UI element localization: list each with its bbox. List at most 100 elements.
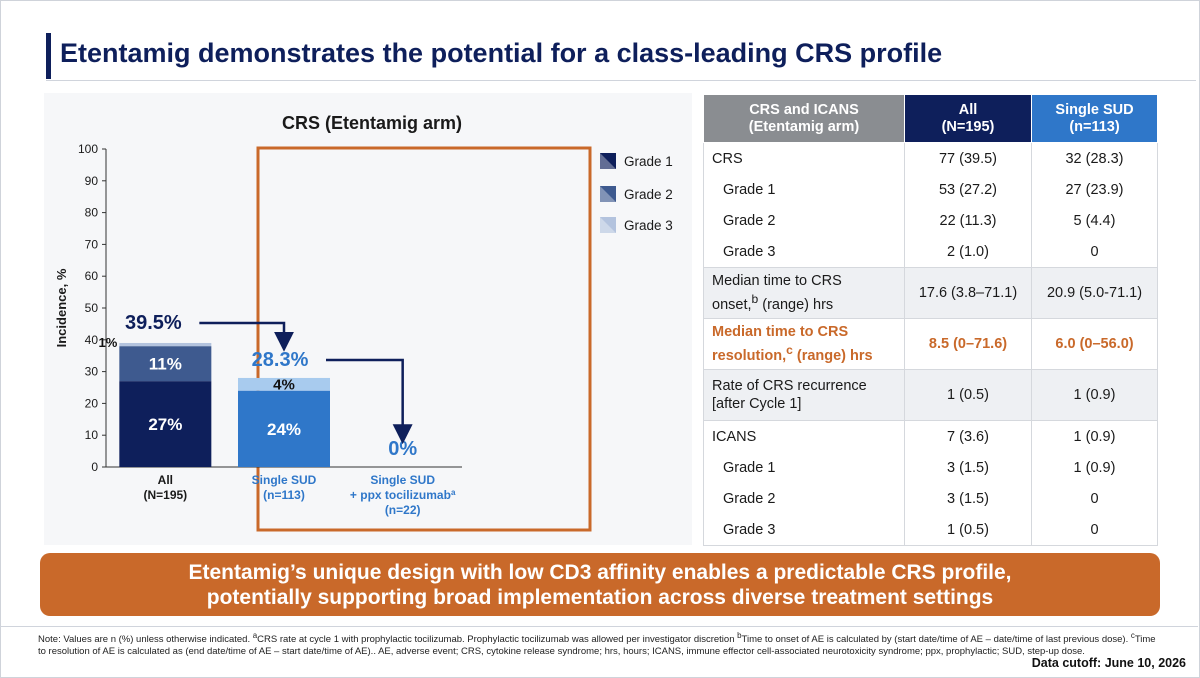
x-category-label-line2: + ppx tocilizumaba xyxy=(350,488,456,503)
bar-value-label: 24% xyxy=(267,420,301,439)
cell-single: 0 xyxy=(1031,483,1158,514)
row-label: Grade 2 xyxy=(703,483,905,514)
row-label: Rate of CRS recurrence [after Cycle 1] xyxy=(703,369,905,421)
cell-single: 20.9 (5.0-71.1) xyxy=(1031,267,1158,319)
table-row-crs-grade3: Grade 3 2 (1.0) 0 xyxy=(703,236,1158,268)
table-row-resolution: Median time to CRS resolution,c (range) h… xyxy=(703,318,1158,370)
x-category-n: (n=22) xyxy=(385,503,421,517)
bar-segment-grade-2 xyxy=(119,346,212,382)
bar-segment-grade-3 xyxy=(238,377,330,391)
legend-label: Grade 3 xyxy=(624,218,673,233)
cell-single: 1 (0.9) xyxy=(1031,420,1158,452)
legend-swatch xyxy=(600,186,616,202)
cell-single: 0 xyxy=(1031,514,1158,546)
chart-title: CRS (Etentamig arm) xyxy=(282,113,462,133)
row-label: ICANS xyxy=(703,420,905,452)
y-tick-label: 80 xyxy=(85,206,99,220)
x-category-n: (n=113) xyxy=(263,488,305,502)
bar-segment-grade-3 xyxy=(119,342,212,347)
data-cutoff: Data cutoff: June 10, 2026 xyxy=(1031,656,1186,670)
bar-total-label: 39.5% xyxy=(125,312,182,334)
table-row-crs: CRS 77 (39.5) 32 (28.3) xyxy=(703,142,1158,174)
cell-all: 22 (11.3) xyxy=(904,205,1032,236)
title-accent-bar xyxy=(46,33,51,79)
x-category-label: Single SUD xyxy=(370,473,435,487)
y-tick-label: 50 xyxy=(85,301,99,315)
row-label: Grade 3 xyxy=(703,514,905,546)
table-row-crs-grade2: Grade 2 22 (11.3) 5 (4.4) xyxy=(703,205,1158,236)
y-tick-label: 90 xyxy=(85,174,99,188)
x-category-label: Single SUD xyxy=(252,473,317,487)
cell-all: 1 (0.5) xyxy=(904,369,1032,421)
cell-single: 1 (0.9) xyxy=(1031,452,1158,483)
cell-all: 1 (0.5) xyxy=(904,514,1032,546)
row-label: Median time to CRS onset,b (range) hrs xyxy=(703,267,905,319)
y-tick-label: 60 xyxy=(85,269,99,283)
cell-all: 8.5 (0–71.6) xyxy=(904,318,1032,370)
bar-value-label: 27% xyxy=(148,415,182,434)
slide-title: Etentamig demonstrates the potential for… xyxy=(60,38,943,68)
highlight-box xyxy=(256,146,592,532)
row-label: Grade 1 xyxy=(703,174,905,205)
bar-segment-grade-1 xyxy=(238,390,330,467)
table-row-icans: ICANS 7 (3.6) 1 (0.9) xyxy=(703,420,1158,452)
bar-total-label: 0% xyxy=(388,438,417,460)
legend-swatch xyxy=(600,153,616,169)
y-tick-label: 30 xyxy=(85,365,99,379)
cell-single: 32 (28.3) xyxy=(1031,142,1158,174)
header-category: CRS and ICANS (Etentamig arm) xyxy=(703,94,905,143)
banner-line-1: Etentamig’s unique design with low CD3 a… xyxy=(188,561,1012,584)
row-label: Grade 1 xyxy=(703,452,905,483)
header-single-sud: Single SUD (n=113) xyxy=(1031,94,1158,143)
cell-all: 77 (39.5) xyxy=(904,142,1032,174)
table-row-icans-grade2: Grade 2 3 (1.5) 0 xyxy=(703,483,1158,514)
x-category-label: All xyxy=(158,473,173,487)
cell-single: 5 (4.4) xyxy=(1031,205,1158,236)
key-message-banner: Etentamig’s unique design with low CD3 a… xyxy=(40,553,1160,616)
crs-icans-table: CRS and ICANS (Etentamig arm) All (N=195) … xyxy=(703,94,1158,546)
y-tick-label: 20 xyxy=(85,396,99,410)
row-label: CRS xyxy=(703,142,905,174)
table-header-row: CRS and ICANS (Etentamig arm) All (N=195) … xyxy=(703,94,1158,143)
legend-swatch-shade xyxy=(600,217,616,233)
cell-all: 2 (1.0) xyxy=(904,236,1032,268)
y-tick-label: 100 xyxy=(78,142,98,156)
cell-all: 17.6 (3.8–71.1) xyxy=(904,267,1032,319)
header-all: All (N=195) xyxy=(904,94,1032,143)
legend-swatch-shade xyxy=(600,153,616,169)
table-row-icans-grade1: Grade 1 3 (1.5) 1 (0.9) xyxy=(703,452,1158,483)
row-label: Grade 2 xyxy=(703,205,905,236)
crs-bar-chart: CRS (Etentamig arm) 0 10 20 30 40 50 60 70 80 90 10… xyxy=(54,113,673,532)
bar-value-label: 11% xyxy=(149,355,182,374)
table-row-icans-grade3: Grade 3 1 (0.5) 0 xyxy=(703,514,1158,546)
cell-single: 0 xyxy=(1031,236,1158,268)
footnote: Note: Values are n (%) unless otherwise … xyxy=(38,631,1156,658)
legend-label: Grade 2 xyxy=(624,187,673,202)
chart-panel: CRS (Etentamig arm) 0 10 20 30 40 50 60 70 80 90 10… xyxy=(44,93,692,545)
legend-swatch xyxy=(600,217,616,233)
row-label: Median time to CRS resolution,c (range) h… xyxy=(703,318,905,370)
y-axis-label: Incidence, % xyxy=(54,268,69,347)
x-category-n: (N=195) xyxy=(143,488,187,502)
cell-all: 3 (1.5) xyxy=(904,452,1032,483)
cell-single: 6.0 (0–56.0) xyxy=(1031,318,1158,370)
banner-line-2: potentially supporting broad implementat… xyxy=(206,586,994,609)
footnote-divider xyxy=(0,626,1198,627)
crs-icans-table-container: CRS and ICANS (Etentamig arm) All (N=195) … xyxy=(703,94,1158,546)
legend-swatch-shade xyxy=(600,186,616,202)
cell-all: 7 (3.6) xyxy=(904,420,1032,452)
cell-single: 27 (23.9) xyxy=(1031,174,1158,205)
arrow-single-to-ppx xyxy=(326,358,413,445)
arrow-all-to-single xyxy=(199,321,294,352)
title-divider xyxy=(46,80,1196,81)
y-tick-label: 40 xyxy=(85,333,99,347)
bar-segment-grade-1 xyxy=(119,381,212,467)
table-row-onset: Median time to CRS onset,b (range) hrs 17… xyxy=(703,267,1158,319)
y-tick-label: 10 xyxy=(85,428,99,442)
legend-label: Grade 1 xyxy=(624,154,673,169)
table-row-recurrence: Rate of CRS recurrence [after Cycle 1] 1 … xyxy=(703,369,1158,421)
bar-side-label: 1% xyxy=(99,335,118,350)
cell-all: 53 (27.2) xyxy=(904,174,1032,205)
y-tick-label: 0 xyxy=(91,460,98,474)
bar-total-label: 28.3% xyxy=(252,349,309,371)
